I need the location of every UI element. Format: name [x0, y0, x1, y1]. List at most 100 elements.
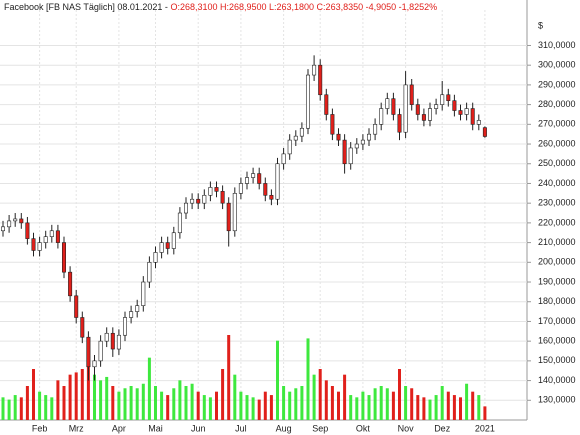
candle-body — [415, 104, 420, 115]
y-tick-label: 260,0000 — [538, 138, 576, 148]
y-tick-label: 130,0000 — [538, 395, 576, 405]
volume-bar — [80, 369, 84, 420]
candle-body — [177, 212, 182, 234]
candle-body — [446, 94, 451, 101]
volume-bar — [288, 391, 292, 420]
candle-body — [373, 124, 378, 135]
candle-body — [55, 230, 60, 243]
volume-bar — [440, 386, 444, 420]
candle-body — [305, 74, 310, 129]
candle-body — [141, 281, 146, 306]
volume-bar — [452, 395, 456, 420]
volume-bar — [422, 397, 426, 420]
candle-body — [13, 218, 18, 222]
x-tick-label: Mrz — [69, 423, 84, 433]
candle-body — [0, 226, 6, 232]
volume-bar — [483, 406, 487, 420]
volume-bar — [221, 369, 225, 420]
candle-body — [251, 173, 256, 178]
candle-body — [452, 100, 457, 111]
volume-bar — [257, 399, 261, 420]
candle-body — [226, 202, 231, 232]
volume-bar — [459, 397, 462, 420]
volume-bar — [184, 386, 188, 420]
y-tick-label: 160,0000 — [538, 336, 576, 346]
candle-body — [354, 143, 359, 149]
y-tick-label: 210,0000 — [538, 237, 576, 247]
volume-bar — [410, 388, 414, 420]
candle-body — [238, 183, 243, 194]
candle-body — [257, 173, 262, 184]
y-tick-label: 250,0000 — [538, 158, 576, 168]
candle-body — [434, 104, 439, 109]
volume-bar — [343, 374, 347, 420]
volume-bar — [324, 380, 328, 420]
y-tick-label: 310,0000 — [538, 40, 576, 50]
chart-title: Facebook [FB NAS Täglich] 08.01.2021 - — [4, 2, 170, 12]
volume-bar — [44, 395, 48, 420]
volume-bar — [215, 391, 218, 420]
volume-bar — [446, 391, 450, 420]
candle-body — [342, 139, 347, 165]
candle-body — [360, 139, 365, 145]
candle-body — [123, 317, 128, 336]
x-tick-label: Jun — [191, 423, 206, 433]
candle-body — [202, 194, 207, 204]
candle-body — [135, 305, 140, 312]
x-tick-label: Apr — [112, 423, 126, 433]
candle-body — [299, 127, 304, 137]
candle-body — [190, 198, 195, 204]
volume-bar — [398, 369, 401, 420]
candle-body — [43, 236, 48, 243]
candle-body — [184, 202, 189, 214]
volume-bar — [19, 397, 23, 420]
volume-bar — [251, 397, 255, 420]
x-tick-label: Okt — [356, 423, 371, 433]
candle-body — [171, 232, 176, 249]
volume-bar — [416, 395, 420, 420]
volume-bar — [123, 388, 127, 420]
y-tick-label: 190,0000 — [538, 276, 576, 286]
volume-bar — [56, 380, 60, 420]
y-tick-label: 180,0000 — [538, 296, 576, 306]
volume-bar — [471, 391, 475, 420]
candle-body — [208, 187, 213, 196]
volume-bar — [465, 383, 469, 420]
x-tick-label: Feb — [32, 423, 48, 433]
volume-bar — [294, 388, 298, 420]
volume-bar — [141, 383, 145, 420]
volume-bar — [355, 397, 359, 420]
volume-bar — [117, 391, 121, 420]
candle-body — [275, 163, 280, 200]
volume-bar — [147, 357, 151, 420]
volume-bar — [93, 374, 96, 420]
volume-bar — [245, 395, 249, 420]
candle-body — [409, 84, 414, 105]
volume-bar — [391, 391, 395, 420]
candle-body — [74, 295, 79, 318]
candle-body — [366, 133, 371, 141]
volume-bar — [276, 340, 279, 420]
volume-bar — [32, 369, 35, 420]
candle-body — [470, 108, 475, 125]
quote: O:268,3100 H:268,9500 L:263,1800 C:263,8… — [170, 2, 437, 12]
candle-body — [421, 114, 426, 121]
volume-bar — [178, 380, 182, 420]
candle-body — [348, 147, 353, 165]
volume-bar — [367, 395, 371, 420]
candle-body — [403, 84, 408, 133]
volume-bar — [434, 395, 438, 420]
y-tick-label: 200,0000 — [538, 257, 576, 267]
candle-body — [104, 332, 109, 342]
volume-bar — [62, 386, 66, 420]
candle-body — [37, 242, 42, 251]
candle-body — [440, 94, 445, 105]
y-tick-label: 290,0000 — [538, 79, 576, 89]
volume-bar — [129, 386, 133, 420]
candle-body — [269, 194, 274, 200]
candle-body — [245, 177, 250, 184]
candle-body — [482, 127, 487, 137]
x-tick-label: Aug — [276, 423, 292, 433]
